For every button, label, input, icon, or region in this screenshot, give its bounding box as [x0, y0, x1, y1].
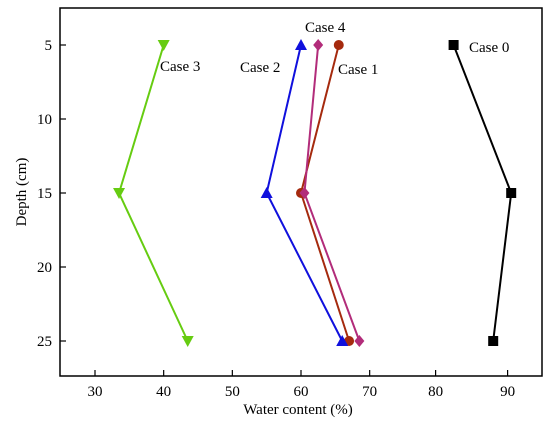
x-tick-label: 50: [225, 384, 240, 400]
data-point: [313, 39, 324, 51]
series-line: [303, 44, 361, 342]
series-label: Case 4: [305, 20, 346, 36]
y-axis-ticks: 5 10 15 20 25: [37, 38, 66, 350]
x-tick-label: 90: [500, 384, 515, 400]
series-layer: Case 0 Case 1 Case 2 Case 3 Case 4: [113, 20, 517, 347]
series-label: Case 3: [160, 59, 200, 75]
series-case-0: Case 0: [448, 40, 517, 346]
series-label: Case 0: [469, 40, 509, 56]
x-axis-ticks: 30 40 50 60 70 80 90: [88, 370, 515, 400]
data-point: [295, 39, 308, 50]
x-tick-label: 30: [88, 384, 103, 400]
series-label: Case 1: [338, 62, 378, 78]
data-point: [113, 188, 126, 199]
x-tick-label: 40: [156, 384, 171, 400]
series-line: [452, 44, 513, 342]
data-point: [336, 335, 349, 346]
x-axis-label: Water content (%): [243, 402, 353, 418]
y-tick-label: 10: [37, 112, 52, 128]
y-tick-label: 25: [37, 334, 52, 350]
data-point: [181, 336, 194, 347]
data-point: [488, 336, 499, 346]
data-point: [354, 335, 365, 347]
y-tick-label: 5: [45, 38, 53, 54]
data-point: [260, 187, 273, 198]
series-case-4: Case 4: [299, 20, 365, 347]
y-tick-label: 15: [37, 186, 52, 202]
y-axis-label: Depth (cm): [14, 158, 30, 227]
y-tick-label: 20: [37, 260, 52, 276]
data-point: [157, 40, 170, 51]
data-point: [299, 187, 310, 199]
x-tick-label: 80: [428, 384, 443, 400]
x-tick-label: 60: [294, 384, 309, 400]
series-label: Case 2: [240, 60, 280, 76]
series-line: [117, 44, 189, 342]
data-point: [506, 188, 517, 198]
x-tick-label: 70: [362, 384, 377, 400]
series-case-3: Case 3: [113, 40, 200, 347]
data-point: [448, 40, 459, 50]
data-point: [333, 40, 344, 50]
series-case-2: Case 2: [240, 39, 349, 346]
